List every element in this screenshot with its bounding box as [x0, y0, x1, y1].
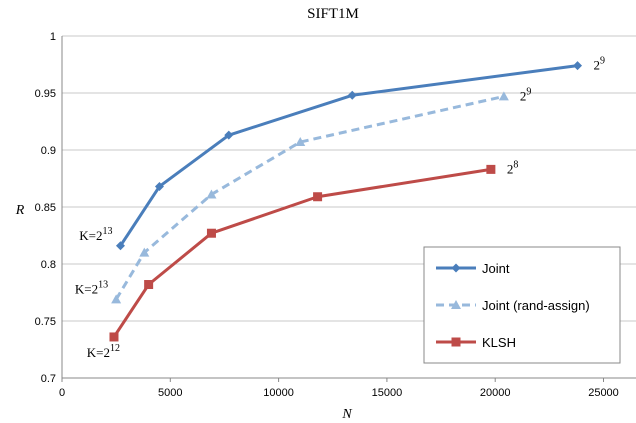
y-tick-label: 0.95 — [35, 88, 56, 100]
data-point-joint — [154, 181, 164, 191]
data-point-joint — [224, 130, 234, 140]
y-tick-label: 0.7 — [41, 373, 56, 385]
data-point-joint — [347, 90, 357, 100]
data-point-klsh — [313, 192, 323, 202]
series-klsh — [109, 164, 496, 342]
x-tick-label: 20000 — [480, 387, 511, 399]
legend-label-joint-rand-assign: Joint (rand-assign) — [482, 298, 590, 313]
legend-item-joint: Joint — [436, 261, 510, 276]
x-tick-label: 25000 — [588, 387, 619, 399]
annotations: K=213 K=213 K=212 29 29 28 — [75, 56, 605, 360]
data-point-joint — [573, 61, 583, 71]
y-tick-label: 0.85 — [35, 202, 56, 214]
legend-label-klsh: KLSH — [482, 335, 516, 350]
x-axis-label: N — [341, 407, 352, 422]
legend-label-joint: Joint — [482, 261, 510, 276]
legend-marker-joint — [451, 263, 461, 273]
y-tick-label: 0.9 — [41, 145, 56, 157]
tick-labels: 0.7 0.75 0.8 0.85 0.9 0.95 1 0 5000 10000 15000 200… — [35, 31, 619, 399]
data-point-joint-rand-assign — [498, 91, 509, 101]
series-layer — [109, 61, 583, 342]
annotation-joint-start: K=213 — [79, 226, 112, 243]
grid — [62, 35, 636, 379]
y-tick-label: 1 — [50, 31, 56, 43]
y-axis-label: R — [15, 203, 25, 218]
y-tick-label: 0.8 — [41, 259, 56, 271]
x-tick-label: 15000 — [372, 387, 403, 399]
data-point-klsh — [486, 164, 496, 174]
legend-marker-joint-rand-assign — [451, 300, 461, 309]
data-point-klsh — [144, 280, 154, 290]
data-point-klsh — [206, 228, 216, 238]
legend-item-klsh: KLSH — [436, 335, 516, 350]
series-joint-rand-assign — [111, 91, 509, 304]
legend-marker-klsh — [451, 337, 461, 347]
data-point-joint-rand-assign — [206, 189, 217, 199]
data-point-joint-rand-assign — [295, 137, 306, 147]
y-tick-label: 0.75 — [35, 316, 56, 328]
x-tick-label: 5000 — [158, 387, 182, 399]
data-point-joint — [115, 241, 125, 251]
legend-item-joint-rand-assign: Joint (rand-assign) — [436, 298, 590, 313]
series-joint — [115, 61, 583, 251]
annotation-rand-end: 29 — [520, 86, 532, 103]
data-point-joint-rand-assign — [139, 247, 150, 257]
axes — [61, 36, 636, 382]
annotation-klsh-end: 28 — [507, 159, 519, 176]
legend: Joint Joint (rand-assign) KLSH — [423, 246, 621, 364]
x-tick-label: 10000 — [263, 387, 294, 399]
annotation-joint-end: 29 — [594, 56, 606, 73]
annotation-rand-start: K=213 — [75, 279, 108, 296]
x-tick-label: 0 — [59, 387, 65, 399]
data-point-joint-rand-assign — [111, 294, 122, 304]
chart-title: SIFT1M — [307, 6, 359, 22]
annotation-klsh-start: K=212 — [87, 343, 120, 360]
data-point-klsh — [109, 332, 119, 342]
